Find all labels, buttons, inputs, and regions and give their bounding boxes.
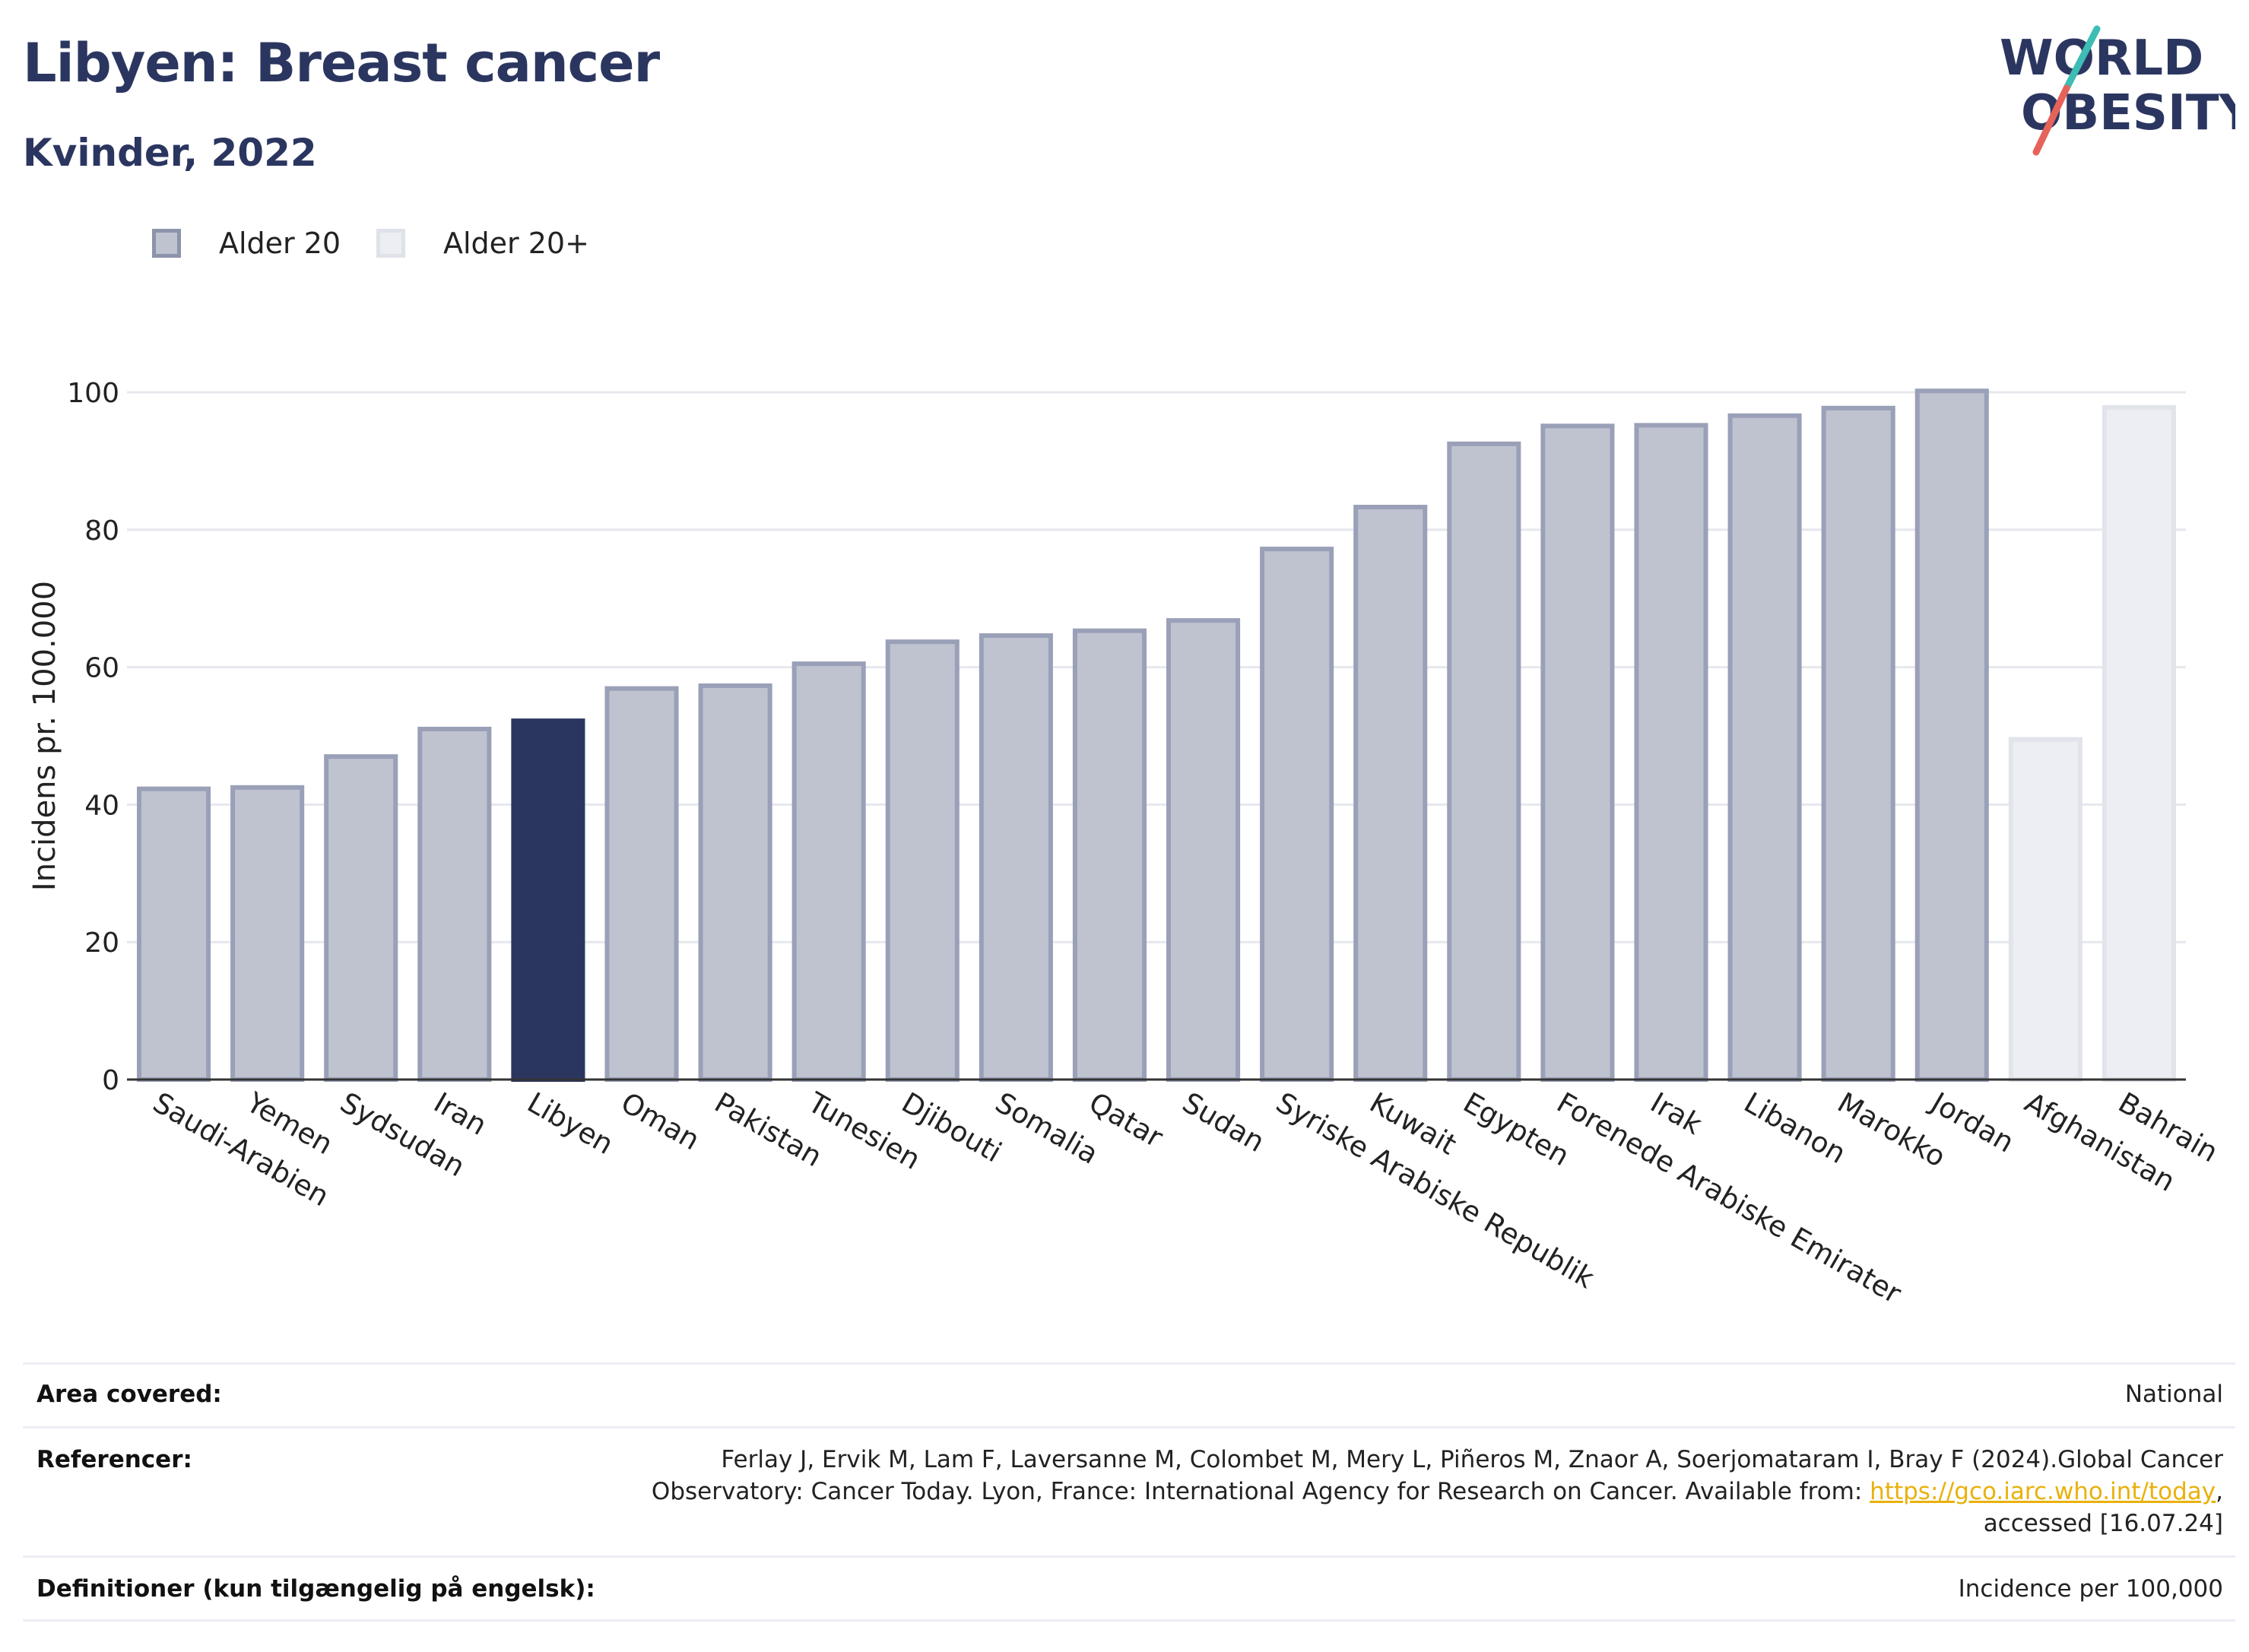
footer-row-area: Area covered: National <box>23 1362 2235 1426</box>
bar-bahrain[interactable] <box>2101 404 2176 1082</box>
footer-row-definitions: Definitioner (kun tilgængelig på engelsk… <box>23 1555 2235 1619</box>
reference-line-1: Ferlay J, Ervik M, Lam F, Laversanne M, … <box>721 1446 2223 1473</box>
legend-swatch-alder-20-plus <box>376 229 405 258</box>
footer-label-references: Referencer: <box>36 1446 192 1473</box>
footer-label-definitions: Definitioner (kun tilgængelig på engelsk… <box>36 1575 595 1603</box>
bar-kuwait[interactable] <box>1353 504 1428 1082</box>
reference-line-2: Observatory: Cancer Today. Lyon, France:… <box>652 1476 2223 1508</box>
reference-link[interactable]: https://gco.iarc.who.int/today <box>1870 1478 2216 1505</box>
y-axis-title: Incidens pr. 100.000 <box>27 581 62 891</box>
bar-yemen[interactable] <box>230 785 305 1083</box>
y-tick-label-100: 100 <box>67 378 119 409</box>
x-tick-label-sudan: Sudan <box>1177 1086 1270 1159</box>
bar-irak[interactable] <box>1634 423 1708 1082</box>
y-tick-label-0: 0 <box>102 1065 119 1096</box>
reference-line-2-text: Observatory: Cancer Today. Lyon, France:… <box>651 1478 1870 1505</box>
bar-chart: 020406080100Saudi-ArabienYemenSydsudanIr… <box>27 378 2223 1311</box>
chart-title: Libyen: Breast cancer <box>23 32 660 94</box>
x-tick-label-libanon: Libanon <box>1739 1086 1851 1171</box>
bar-syriske-arabiske-republik[interactable] <box>1260 547 1334 1082</box>
logo-slash-coral <box>2032 84 2070 156</box>
logo-text-world: WORLD <box>2000 30 2203 87</box>
x-tick-label-egypten: Egypten <box>1458 1086 1575 1173</box>
bar-marokko[interactable] <box>1821 405 1895 1082</box>
y-tick-label-20: 20 <box>84 927 119 959</box>
y-tick-label-80: 80 <box>84 515 119 547</box>
logo-slash-teal <box>2063 25 2101 92</box>
footer-row-references: Referencer: Ferlay J, Ervik M, Lam F, La… <box>23 1426 2235 1555</box>
bar-sudan[interactable] <box>1166 618 1241 1082</box>
x-tick-label-irak: Irak <box>1645 1086 1708 1142</box>
bar-tunesien[interactable] <box>791 661 866 1082</box>
footer-value-area: National <box>2124 1381 2223 1408</box>
reference-line-2-suffix: , <box>2216 1478 2223 1505</box>
x-tick-label-marokko: Marokko <box>1832 1086 1951 1174</box>
bar-iran[interactable] <box>417 726 492 1083</box>
bar-forenede-arabiske-emirater[interactable] <box>1540 423 1615 1082</box>
world-obesity-logo: WORLD OBESITY <box>2000 25 2235 156</box>
bar-somalia[interactable] <box>979 633 1053 1082</box>
bar-afghanistan[interactable] <box>2008 737 2082 1083</box>
reference-line-3: accessed [16.07.24] <box>1983 1510 2223 1537</box>
bar-layer <box>137 388 2176 1083</box>
x-tick-label-oman: Oman <box>616 1086 706 1157</box>
bar-sydsudan[interactable] <box>324 754 398 1082</box>
x-tick-label-pakistan: Pakistan <box>709 1086 828 1174</box>
x-tick-label-iran: Iran <box>428 1086 492 1142</box>
chart-subtitle: Kvinder, 2022 <box>23 131 317 175</box>
bar-djibouti[interactable] <box>885 639 960 1082</box>
bar-saudi-arabien[interactable] <box>137 786 211 1083</box>
bar-libanon[interactable] <box>1727 413 1802 1082</box>
bar-egypten[interactable] <box>1447 441 1521 1082</box>
bar-libyen[interactable] <box>511 718 585 1082</box>
chart-footer: Area covered: National Referencer: Ferla… <box>23 1362 2235 1622</box>
legend-label-alder-20: Alder 20 <box>219 227 341 260</box>
legend-label-alder-20-plus: Alder 20+ <box>443 227 589 260</box>
x-tick-label-somalia: Somalia <box>990 1086 1104 1171</box>
bar-jordan[interactable] <box>1914 388 1989 1082</box>
y-tick-label-40: 40 <box>84 790 119 821</box>
footer-value-references: Ferlay J, Ervik M, Lam F, Laversanne M, … <box>652 1444 2223 1539</box>
bar-oman[interactable] <box>604 686 679 1082</box>
bar-qatar[interactable] <box>1072 628 1147 1082</box>
bar-pakistan[interactable] <box>698 683 772 1082</box>
footer-label-area: Area covered: <box>36 1381 222 1408</box>
y-tick-label-60: 60 <box>84 653 119 684</box>
footer-value-definitions: Incidence per 100,000 <box>1958 1575 2223 1603</box>
legend-swatch-alder-20 <box>152 229 181 258</box>
x-tick-label-libyen: Libyen <box>522 1086 619 1161</box>
footer-bottom-divider <box>23 1619 2235 1622</box>
